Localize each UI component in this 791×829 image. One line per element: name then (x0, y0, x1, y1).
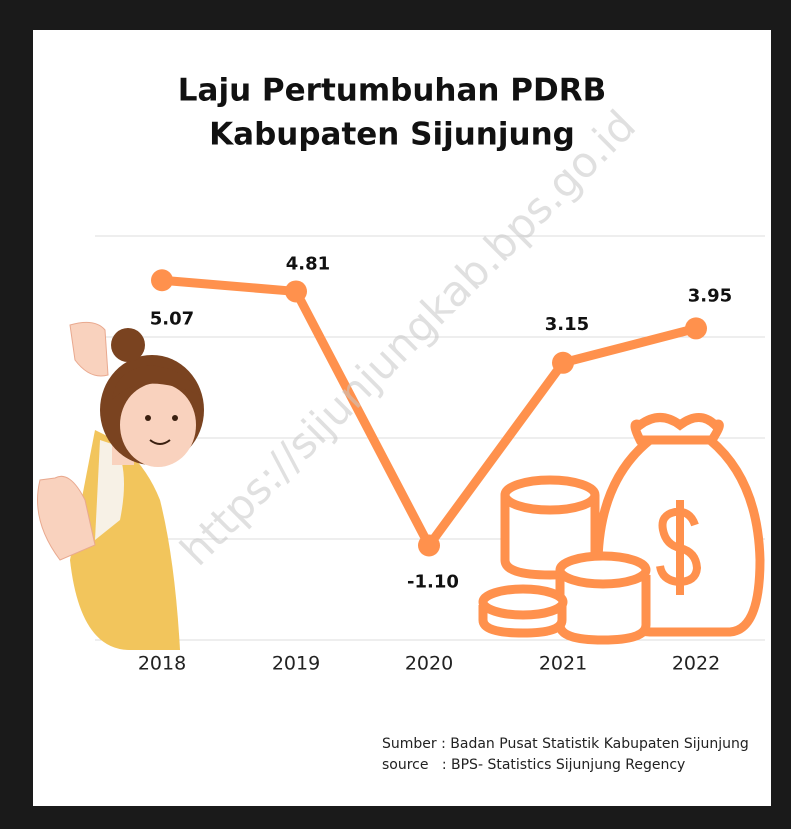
data-label: 4.81 (286, 253, 330, 274)
x-tick-label: 2020 (405, 653, 453, 675)
source-note: Sumber : Badan Pusat Statistik Kabupaten… (382, 736, 749, 752)
data-point (285, 280, 307, 302)
x-tick-label: 2022 (672, 653, 720, 675)
chart-title: Kabupaten Sijunjung (209, 117, 575, 153)
data-point (151, 269, 173, 291)
x-tick-label: 2018 (138, 653, 186, 675)
data-point (418, 534, 440, 556)
chart: Laju Pertumbuhan PDRB Kabupaten Sijunjun… (0, 0, 791, 829)
data-label: 5.07 (150, 308, 194, 329)
data-point (552, 352, 574, 374)
x-tick-label: 2019 (272, 653, 320, 675)
data-label: 3.95 (688, 285, 732, 306)
x-tick-label: 2021 (539, 653, 587, 675)
chart-title: Laju Pertumbuhan PDRB (178, 73, 606, 109)
data-label: 3.15 (545, 314, 589, 335)
source-note: source : BPS- Statistics Sijunjung Regen… (382, 757, 685, 773)
data-label: -1.10 (407, 571, 459, 592)
data-point (685, 317, 707, 339)
